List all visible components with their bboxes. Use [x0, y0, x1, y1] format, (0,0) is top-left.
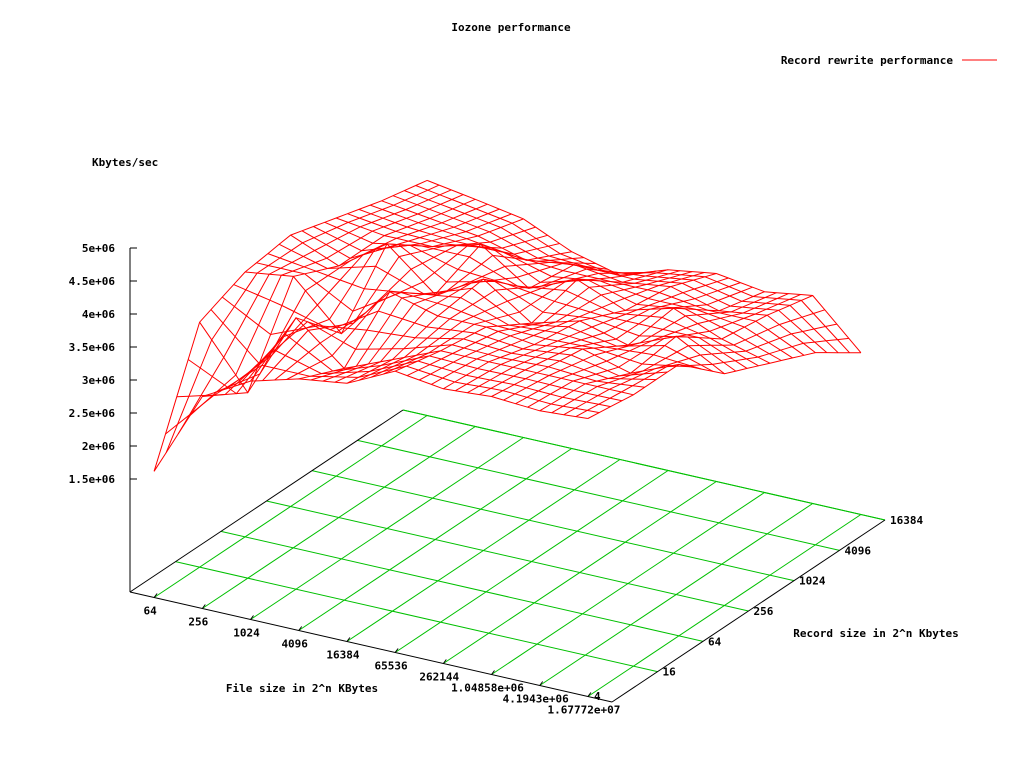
base-grid-line-record: [175, 561, 658, 673]
mesh-line-file: [539, 295, 813, 412]
x-tick-label: 1024: [233, 627, 260, 640]
z-tick-label: 5e+06: [82, 242, 115, 255]
mesh-line-file: [214, 203, 488, 394]
mesh-line-file: [286, 243, 560, 380]
x-axis-label: File size in 2^n KBytes: [226, 682, 378, 695]
mesh-line-file: [322, 261, 596, 382]
y-tick-label: 16384: [890, 514, 923, 527]
x-tick-label: 65536: [375, 660, 408, 673]
y-tick-label: 4: [594, 690, 601, 703]
base-back-edge: [402, 409, 886, 521]
mesh-line-file: [310, 254, 584, 381]
mesh-line-record: [404, 190, 839, 354]
y-tick-label: 256: [754, 605, 774, 618]
mesh-line-file: [177, 189, 452, 435]
mesh-line-file: [563, 323, 837, 416]
y-tick-label: 16: [663, 666, 677, 679]
x-tick: [250, 615, 254, 620]
y-tick-label: 4096: [845, 544, 872, 557]
mesh-line-record: [153, 370, 588, 472]
x-tick-label: 1.04858e+06: [451, 682, 524, 695]
mesh-line-file: [226, 208, 500, 390]
x-tick: [539, 681, 544, 686]
z-tick-label: 2.5e+06: [69, 407, 116, 420]
z-tick-label: 3.5e+06: [69, 341, 116, 354]
mesh-line-file: [503, 292, 777, 401]
mesh-line-record: [392, 195, 828, 353]
x-tick-label: 256: [188, 616, 208, 629]
mesh-line-file: [406, 270, 681, 377]
base-grid-line-record: [266, 500, 749, 612]
mesh-line-file: [479, 286, 753, 396]
mesh-line-file: [491, 291, 765, 397]
x-tick-label: 4096: [281, 638, 308, 651]
z-tick-label: 3e+06: [82, 374, 115, 387]
mesh-line-file: [274, 234, 548, 381]
y-tick-label: 64: [708, 635, 722, 648]
x-tick: [442, 659, 447, 664]
mesh-line-file: [346, 264, 621, 384]
x-tick: [153, 593, 158, 598]
mesh-line-file: [262, 226, 536, 381]
x-axis-line: [129, 591, 613, 703]
mesh-line-file: [455, 277, 729, 392]
x-tick: [587, 692, 592, 697]
x-tick-label: 1.67772e+07: [547, 704, 620, 717]
base-grid-line-record: [357, 439, 840, 551]
x-tick: [491, 670, 495, 675]
mesh-line-file: [575, 337, 849, 418]
y-axis-label: Record size in 2^n Kbytes: [793, 627, 959, 640]
x-tick: [394, 648, 399, 653]
base-grid-line-record: [311, 470, 795, 582]
mesh-line-file: [370, 272, 645, 378]
x-tick: [298, 626, 303, 631]
base-plane: [129, 409, 886, 703]
mesh-line-file: [153, 179, 428, 472]
legend: Record rewrite performance: [781, 54, 997, 67]
mesh-line-record: [290, 234, 725, 375]
y-axis-line: [611, 519, 886, 703]
mesh-line-file: [202, 198, 476, 397]
x-tick-label: 4.1943e+06: [503, 693, 570, 706]
x-tick: [346, 637, 351, 642]
z-axis-label: Kbytes/sec: [92, 156, 158, 169]
mesh-line-file: [382, 270, 657, 375]
mesh-line-file: [527, 294, 801, 408]
mesh-line-file: [515, 293, 789, 405]
mesh-line-file: [358, 268, 633, 381]
z-tick-label: 2e+06: [82, 440, 115, 453]
mesh-line-file: [394, 269, 669, 372]
mesh-line-file: [587, 352, 861, 419]
mesh-line-file: [551, 309, 825, 414]
mesh-line-file: [418, 271, 693, 381]
mesh-line-file: [189, 194, 464, 416]
left-base-edge: [129, 409, 404, 593]
mesh-line-file: [334, 262, 608, 383]
mesh-line-file: [165, 184, 440, 453]
z-tick-label: 4e+06: [82, 308, 115, 321]
base-grid-line-record: [220, 530, 704, 642]
mesh-line-file: [431, 272, 705, 385]
mesh-line-file: [250, 218, 524, 382]
z-tick-label: 1.5e+06: [69, 473, 116, 486]
mesh-line-file: [467, 282, 741, 394]
chart-title: Iozone performance: [451, 21, 571, 34]
z-axis: [129, 247, 137, 592]
mesh-line-file: [238, 213, 512, 386]
legend-label: Record rewrite performance: [781, 54, 954, 67]
y-tick-label: 1024: [799, 575, 826, 588]
x-tick-label: 16384: [326, 649, 359, 662]
tick-labels: 64 256 1024 4096 16384 65536 2621441.04858e+06…: [69, 242, 924, 717]
x-tick-label: 262144: [419, 671, 459, 684]
x-tick: [201, 604, 206, 609]
mesh-line-file: [443, 273, 717, 390]
x-tick-label: 64: [143, 605, 157, 618]
surface-mesh: [153, 179, 862, 472]
z-tick-label: 4.5e+06: [69, 275, 116, 288]
